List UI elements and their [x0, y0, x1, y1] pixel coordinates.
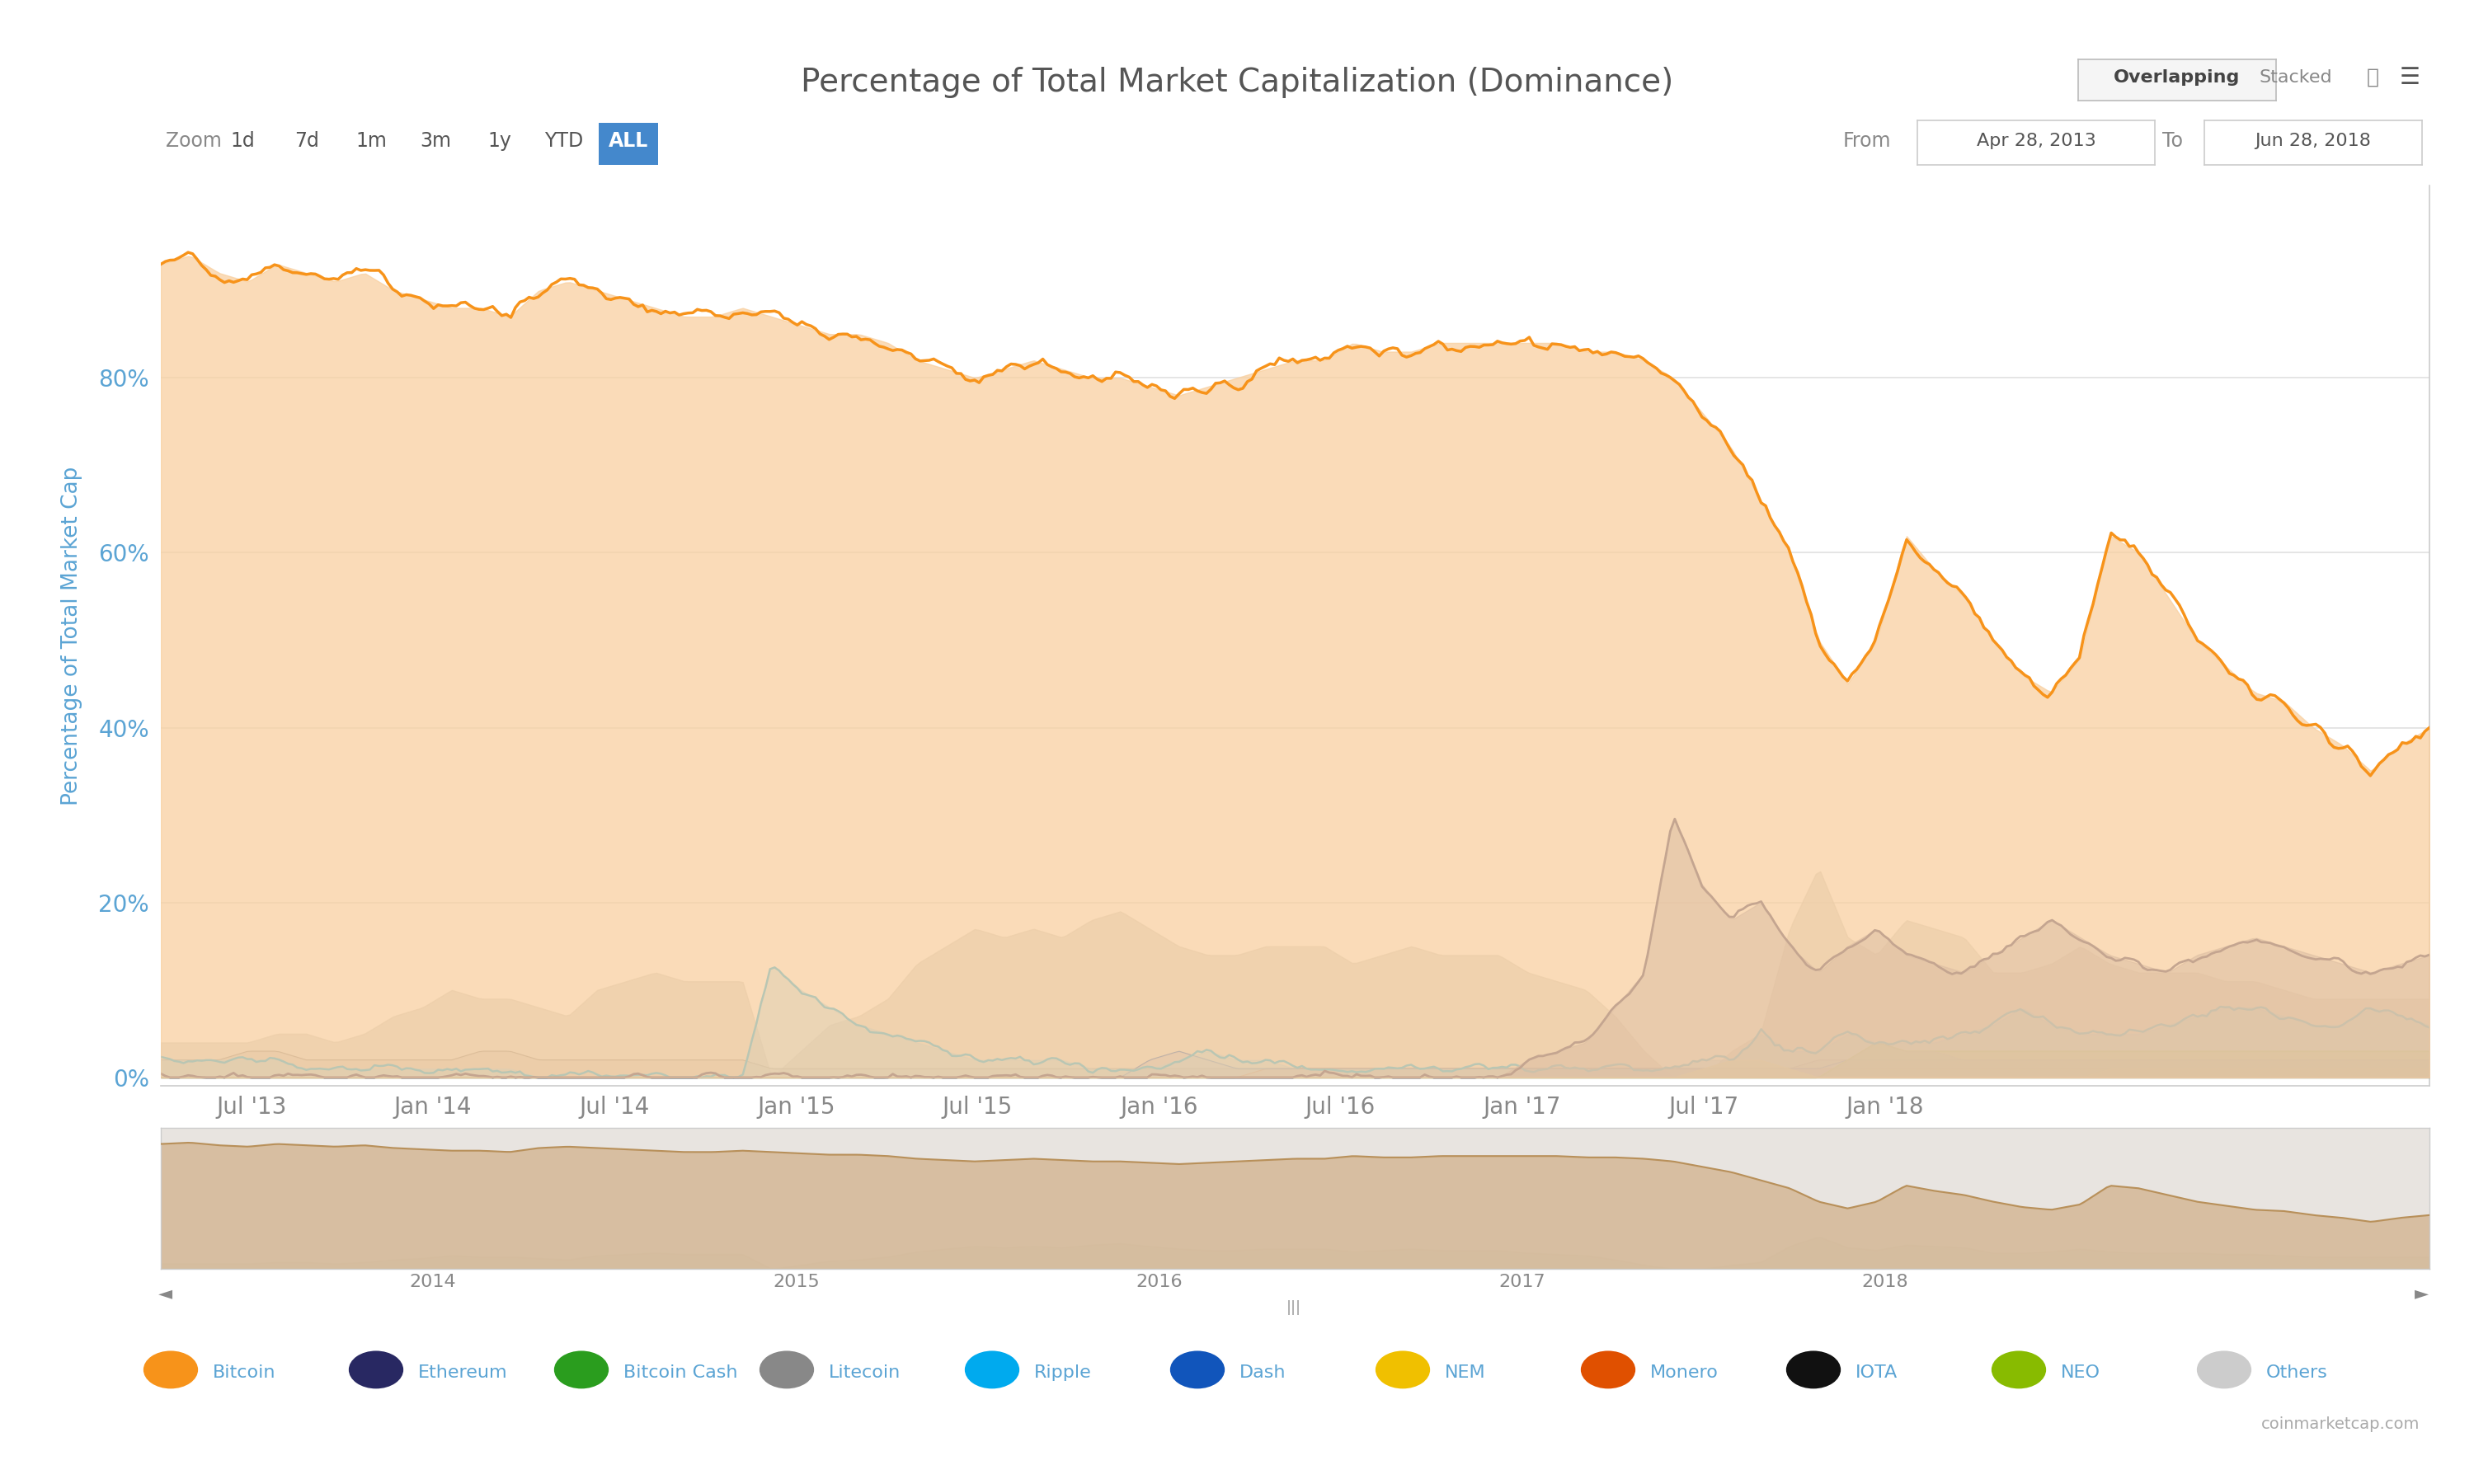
Ellipse shape — [1992, 1350, 2046, 1389]
Text: Monero: Monero — [1650, 1364, 1719, 1382]
Ellipse shape — [1376, 1350, 1430, 1389]
Ellipse shape — [554, 1350, 609, 1389]
Text: Litecoin: Litecoin — [829, 1364, 901, 1382]
Text: To: To — [2162, 131, 2182, 151]
Text: Percentage of Total Market Capitalization (Dominance): Percentage of Total Market Capitalizatio… — [802, 67, 1672, 98]
Text: From: From — [1843, 131, 1890, 151]
Text: Overlapping: Overlapping — [2113, 68, 2241, 86]
Ellipse shape — [965, 1350, 1019, 1389]
Text: Stacked: Stacked — [2259, 68, 2333, 86]
Text: ⛶: ⛶ — [2365, 67, 2380, 88]
Text: Bitcoin: Bitcoin — [213, 1364, 277, 1382]
Text: ►: ► — [2415, 1285, 2429, 1303]
Text: Apr 28, 2013: Apr 28, 2013 — [1977, 132, 2095, 150]
Text: ALL: ALL — [609, 131, 648, 151]
Text: Ripple: Ripple — [1034, 1364, 1091, 1382]
Text: Bitcoin Cash: Bitcoin Cash — [623, 1364, 737, 1382]
Text: Jun 28, 2018: Jun 28, 2018 — [2256, 132, 2370, 150]
Text: 1d: 1d — [230, 131, 255, 151]
Y-axis label: Percentage of Total Market Cap: Percentage of Total Market Cap — [62, 466, 82, 806]
Ellipse shape — [1786, 1350, 1841, 1389]
Text: Zoom: Zoom — [166, 131, 223, 151]
Text: 3m: 3m — [421, 131, 450, 151]
Text: NEO: NEO — [2061, 1364, 2100, 1382]
Ellipse shape — [349, 1350, 403, 1389]
Ellipse shape — [1581, 1350, 1635, 1389]
Text: 1m: 1m — [356, 131, 386, 151]
Ellipse shape — [143, 1350, 198, 1389]
Text: Others: Others — [2266, 1364, 2328, 1382]
Text: 1y: 1y — [487, 131, 512, 151]
Text: Dash: Dash — [1239, 1364, 1286, 1382]
Ellipse shape — [2197, 1350, 2251, 1389]
Text: IOTA: IOTA — [1856, 1364, 1898, 1382]
Text: 7d: 7d — [294, 131, 319, 151]
Text: |||: ||| — [1286, 1300, 1301, 1315]
Ellipse shape — [1170, 1350, 1225, 1389]
Text: NEM: NEM — [1445, 1364, 1487, 1382]
Text: coinmarketcap.com: coinmarketcap.com — [2261, 1416, 2420, 1432]
Ellipse shape — [760, 1350, 814, 1389]
Text: ☰: ☰ — [2400, 65, 2420, 89]
Text: YTD: YTD — [544, 131, 584, 151]
Text: Ethereum: Ethereum — [418, 1364, 507, 1382]
Text: ◄: ◄ — [158, 1285, 173, 1303]
